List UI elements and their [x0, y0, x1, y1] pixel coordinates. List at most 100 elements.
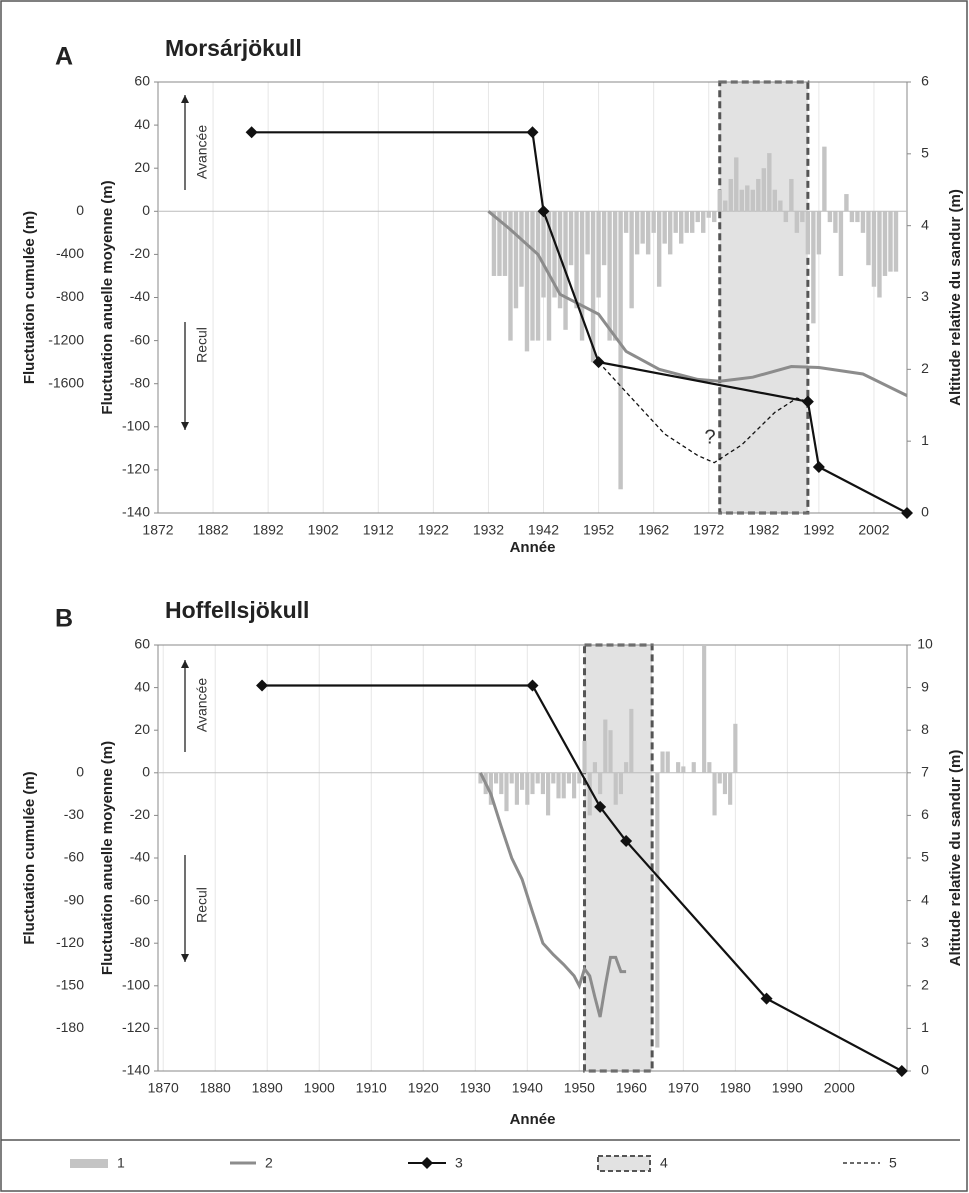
- bar: [750, 189, 755, 212]
- marker: [801, 395, 814, 408]
- bar: [504, 772, 509, 812]
- y2-axis-title: Altitude relative du sandur (m): [947, 189, 964, 406]
- legend-label: 2: [265, 1155, 273, 1171]
- bar: [756, 178, 761, 212]
- bar: [513, 211, 519, 309]
- bar: [673, 211, 678, 233]
- bar: [800, 211, 805, 223]
- y-tick-label: 20: [134, 721, 150, 737]
- bar: [618, 772, 624, 795]
- advance-label: Avancée: [194, 125, 210, 179]
- y2-tick-label: 5: [921, 849, 929, 865]
- bar: [598, 772, 603, 795]
- y2-tick-label: 4: [921, 891, 929, 907]
- x-tick-label: 1892: [253, 522, 284, 538]
- bar: [629, 211, 634, 309]
- bar: [833, 211, 838, 233]
- y2-tick-label: 7: [921, 764, 929, 780]
- panel-label: B: [55, 605, 73, 633]
- bar: [728, 178, 733, 212]
- cumulative-line: [487, 210, 908, 397]
- marker: [526, 679, 539, 692]
- arrow-head: [181, 954, 189, 962]
- x-tick-label: 1962: [638, 522, 669, 538]
- bar: [645, 211, 651, 255]
- y3-tick-label: -1600: [48, 374, 84, 390]
- y3-tick-label: -30: [64, 806, 84, 822]
- bar: [579, 211, 585, 341]
- y2-tick-label: 6: [921, 73, 929, 89]
- marker: [901, 507, 913, 519]
- x-tick-label: 2000: [824, 1080, 855, 1096]
- bar: [706, 211, 711, 218]
- period-box: [718, 80, 810, 515]
- bar: [634, 211, 640, 255]
- marker: [526, 126, 539, 139]
- x-tick-label: 1950: [564, 1080, 595, 1096]
- x-tick-label: 1992: [803, 522, 834, 538]
- bar: [855, 211, 860, 223]
- x-tick-label: 1890: [252, 1080, 283, 1096]
- bar: [508, 211, 513, 341]
- bar: [789, 178, 794, 212]
- y-tick-label: 60: [134, 636, 150, 652]
- bar: [488, 772, 493, 805]
- bar: [893, 211, 899, 272]
- x-tick-label: 2002: [858, 522, 889, 538]
- y-axis-title: Fluctuation anuelle moyenne (m): [99, 741, 116, 975]
- marker: [812, 461, 825, 474]
- y-tick-label: -20: [130, 806, 150, 822]
- y2-tick-label: 6: [921, 806, 929, 822]
- y2-tick-label: 0: [921, 1062, 929, 1078]
- y-tick-label: -100: [122, 418, 150, 434]
- x-tick-label: 1990: [772, 1080, 803, 1096]
- bar: [494, 772, 499, 784]
- panel-label: A: [55, 43, 73, 71]
- bar: [557, 211, 563, 309]
- x-tick-label: 1932: [473, 522, 504, 538]
- y3-tick-label: -180: [56, 1019, 84, 1035]
- x-tick-label: 1940: [512, 1080, 543, 1096]
- y2-tick-label: 1: [921, 432, 929, 448]
- y2-tick-label: 1: [921, 1019, 929, 1035]
- bar: [849, 211, 855, 223]
- marker: [537, 205, 550, 218]
- bar: [520, 772, 525, 790]
- x-tick-label: 1982: [748, 522, 779, 538]
- bar: [540, 772, 545, 795]
- bar: [712, 772, 717, 816]
- bar: [574, 211, 579, 309]
- bar: [568, 211, 574, 266]
- bar: [728, 772, 733, 805]
- y-tick-label: -120: [122, 461, 150, 477]
- y-tick-label: 60: [134, 73, 150, 89]
- bar: [535, 772, 540, 784]
- bar: [552, 211, 557, 298]
- bar: [860, 211, 866, 233]
- bar: [541, 211, 546, 298]
- x-tick-label: 1910: [356, 1080, 387, 1096]
- y-tick-label: 40: [134, 116, 150, 132]
- legend-label: 5: [889, 1155, 897, 1171]
- y3-tick-label: -120: [56, 934, 84, 950]
- bar: [690, 211, 695, 233]
- y3-tick-label: 0: [76, 202, 84, 218]
- x-tick-label: 1930: [460, 1080, 491, 1096]
- bar: [702, 645, 707, 773]
- bar: [822, 146, 827, 212]
- legend-swatch-box: [597, 1155, 651, 1172]
- bar: [572, 772, 577, 799]
- bar: [866, 211, 871, 266]
- bar: [530, 211, 535, 341]
- y2-tick-label: 9: [921, 678, 929, 694]
- bar: [551, 772, 556, 784]
- bar: [695, 211, 700, 223]
- chart-title: Morsárjökull: [165, 35, 302, 61]
- y-tick-label: -140: [122, 504, 150, 520]
- bar: [514, 772, 519, 805]
- marker: [620, 834, 633, 847]
- bar: [590, 211, 596, 363]
- bar: [667, 211, 673, 255]
- bar: [524, 211, 530, 352]
